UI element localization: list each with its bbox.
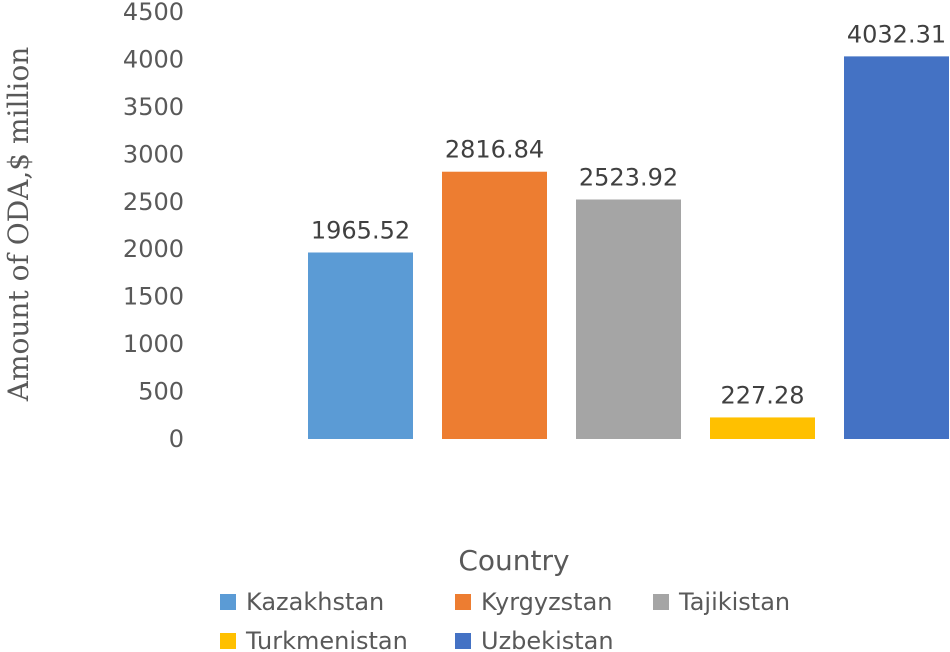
bar-turkmenistan: [710, 417, 815, 439]
y-tick-label: 3500: [123, 93, 184, 121]
legend-swatch: [220, 594, 236, 610]
data-label: 2523.92: [579, 164, 678, 192]
legend: Kazakhstan Kyrgyzstan Tajikistan Turkmenist…: [220, 588, 790, 652]
legend-label: Tajikistan: [678, 588, 790, 616]
legend-swatch: [455, 633, 471, 649]
bar-tajikistan: [576, 199, 681, 439]
legend-label: Kyrgyzstan: [481, 588, 613, 616]
data-label: 1965.52: [311, 216, 410, 244]
y-tick-label: 4500: [123, 0, 184, 26]
legend-label: Turkmenistan: [245, 627, 408, 652]
bars: [308, 56, 949, 439]
y-axis-ticks: 0 500 1000 1500 2000 2500 3000 3500 4000 4500: [123, 0, 184, 453]
data-labels: 1965.52 2816.84 2523.92 227.28 4032.31: [311, 20, 946, 409]
legend-label: Uzbekistan: [481, 627, 614, 652]
bar-kazakhstan: [308, 252, 413, 439]
y-tick-label: 3000: [123, 140, 184, 168]
y-tick-label: 0: [169, 425, 184, 453]
legend-label: Kazakhstan: [246, 588, 384, 616]
x-axis-title: Country: [458, 544, 569, 577]
legend-swatch: [220, 633, 236, 649]
y-axis-title: Amount of ODA,$ million: [2, 47, 35, 402]
y-tick-label: 2500: [123, 188, 184, 216]
y-tick-label: 1000: [123, 330, 184, 358]
y-tick-label: 4000: [123, 45, 184, 73]
data-label: 227.28: [721, 381, 805, 409]
y-tick-label: 500: [138, 378, 184, 406]
legend-swatch: [455, 594, 471, 610]
data-label: 4032.31: [847, 20, 946, 48]
y-tick-label: 2000: [123, 235, 184, 263]
bar-uzbekistan: [844, 56, 949, 439]
legend-swatch: [653, 594, 669, 610]
data-label: 2816.84: [445, 136, 544, 164]
y-tick-label: 1500: [123, 283, 184, 311]
bar-kyrgyzstan: [442, 171, 547, 439]
